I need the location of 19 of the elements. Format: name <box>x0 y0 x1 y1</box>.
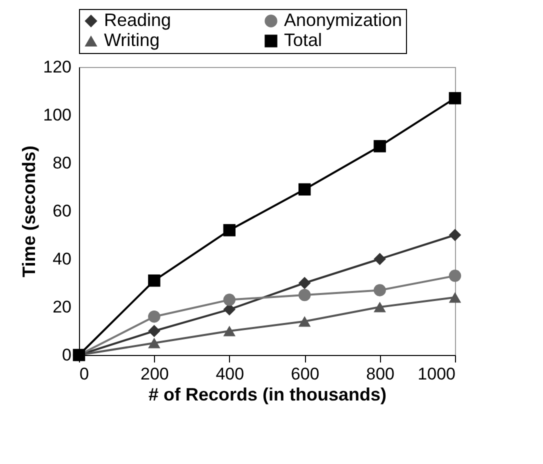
y-tick-label: 20 <box>52 298 72 316</box>
x-tick-label: 600 <box>290 364 320 384</box>
legend-label: Writing <box>104 30 160 50</box>
x-tick-label: 1000 <box>418 364 456 384</box>
legend-label: Total <box>284 30 322 50</box>
y-tick-label: 60 <box>52 202 72 220</box>
legend-label: Anonymization <box>284 10 402 30</box>
y-tick-label: 120 <box>43 58 72 76</box>
x-tick-label: 200 <box>140 364 169 384</box>
y-tick-label: 0 <box>62 346 72 364</box>
x-tick-label: 0 <box>80 364 89 384</box>
legend-label: Reading <box>104 10 172 30</box>
x-axis-title: # of Records (in thousands) <box>148 384 387 404</box>
y-axis-title: Time (seconds) <box>19 146 40 278</box>
x-tick-label: 400 <box>216 364 244 384</box>
y-tick-label: 80 <box>52 154 72 172</box>
y-tick-label: 40 <box>52 250 72 268</box>
y-tick-label: 100 <box>43 106 72 124</box>
x-tick-label: 800 <box>366 364 394 384</box>
